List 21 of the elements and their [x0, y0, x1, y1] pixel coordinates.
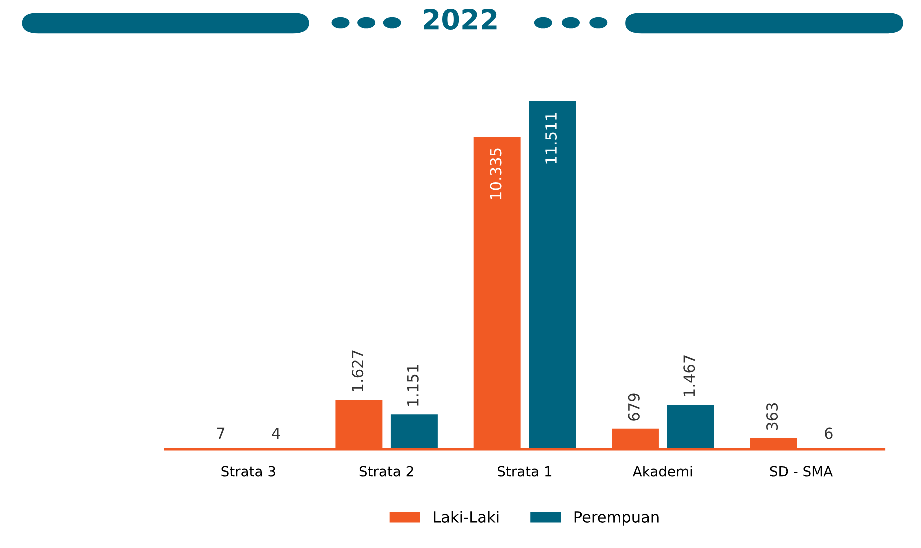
- bar: [529, 102, 576, 450]
- data-label: 1.467: [684, 356, 696, 396]
- data-label: 4: [272, 428, 280, 440]
- data-label: 7: [217, 428, 225, 440]
- x-tick-label: Strata 1: [498, 466, 552, 477]
- x-tick-label: SD - SMA: [770, 466, 833, 477]
- data-label: 363: [766, 403, 778, 430]
- data-label: 10.335: [490, 148, 502, 200]
- x-tick-label: Strata 2: [360, 466, 414, 477]
- bar: [667, 405, 714, 450]
- data-label: 6: [825, 428, 833, 440]
- legend-label: Perempuan: [574, 512, 659, 526]
- data-label: 11.511: [546, 113, 558, 164]
- data-label: 679: [628, 394, 640, 421]
- legend-label: Laki-Laki: [434, 511, 499, 523]
- x-tick-label: Strata 3: [222, 466, 276, 477]
- data-label: 1.627: [352, 350, 364, 392]
- data-label: 1.151: [408, 365, 419, 406]
- chart-title: 2022: [424, 8, 497, 30]
- x-tick-label: Akademi: [632, 466, 692, 477]
- bar: [390, 414, 438, 450]
